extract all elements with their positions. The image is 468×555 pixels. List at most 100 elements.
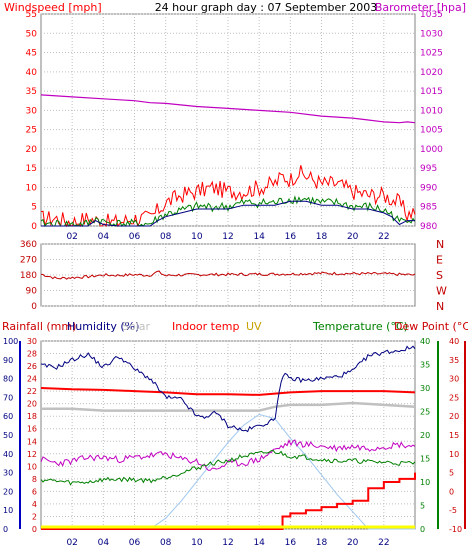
wind-tick-label: 45 — [26, 49, 37, 59]
climate-x-tick-label: 14 — [253, 538, 265, 548]
baro-tick-label: 980 — [420, 222, 437, 232]
wind-x-tick-label: 02 — [66, 232, 77, 242]
rain-tick-label: 0 — [32, 525, 37, 534]
baro-tick-label: 1010 — [420, 106, 443, 116]
rain-tick-label: 14 — [27, 437, 37, 446]
wind-x-tick-label: 22 — [378, 232, 389, 242]
temp-tick-label: 30 — [420, 384, 430, 393]
wind-x-tick-label: 20 — [347, 232, 359, 242]
dewpoint-tick-label: 30 — [449, 375, 459, 384]
dewpoint-tick-label: 0 — [449, 487, 454, 496]
dewpoint-tick-label: 35 — [449, 356, 459, 365]
climate-x-tick-label: 02 — [66, 538, 77, 548]
legend-humidity: Humidity (%) — [67, 320, 139, 333]
temp-tick-label: 5 — [420, 502, 425, 511]
wind-tick-label: 35 — [26, 87, 37, 97]
baro-tick-label: 1020 — [420, 68, 443, 78]
windspeed-average-line — [40, 195, 416, 228]
wind-x-tick-label: 14 — [253, 232, 265, 242]
humidity-tick-label: 100 — [3, 337, 18, 346]
temperature-line — [40, 449, 416, 486]
wind-tick-label: 50 — [26, 29, 38, 39]
rain-tick-label: 4 — [32, 500, 37, 509]
dewpoint-tick-label: -5 — [449, 506, 457, 515]
rain-tick-label: 16 — [27, 425, 37, 434]
humidity-tick-label: 20 — [3, 487, 13, 496]
compass-label: W — [436, 285, 447, 298]
grid-lines — [41, 13, 415, 530]
baro-tick-label: 1015 — [420, 87, 443, 97]
temp-tick-label: 0 — [420, 525, 425, 534]
dewpoint-tick-label: 25 — [449, 393, 459, 402]
rain-tick-label: 24 — [27, 375, 37, 384]
climate-x-tick-label: 10 — [191, 538, 203, 548]
rain-tick-label: 22 — [27, 387, 37, 396]
climate-x-tick-label: 18 — [316, 538, 328, 548]
wind-tick-label: 0 — [31, 222, 37, 232]
wind-x-tick-label: 06 — [129, 232, 141, 242]
wind-tick-label: 10 — [26, 183, 38, 193]
wind-direction-line — [40, 270, 416, 280]
dewpoint-tick-label: 40 — [449, 337, 459, 346]
legend-solar: Solar — [122, 320, 151, 333]
dewpoint-tick-label: 15 — [449, 431, 459, 440]
uv-line — [41, 413, 415, 530]
humidity-tick-label: 70 — [3, 393, 13, 402]
rain-tick-label: 28 — [27, 350, 37, 359]
wind-tick-label: 25 — [26, 126, 37, 136]
temp-tick-label: 20 — [420, 431, 430, 440]
humidity-tick-label: 80 — [3, 375, 13, 384]
axis-labels: 0510152025303540455055980985990995100010… — [3, 10, 466, 548]
dewpoint-tick-label: 5 — [449, 469, 454, 478]
climate-legend: Rainfall (mm) Humidity (%) Solar Indoor … — [2, 320, 468, 333]
humidity-tick-label: 90 — [3, 356, 13, 365]
temp-tick-label: 10 — [420, 478, 430, 487]
humidity-tick-label: 30 — [3, 469, 13, 478]
rain-tick-label: 12 — [27, 450, 37, 459]
direction-tick-label: 90 — [26, 287, 38, 297]
rain-tick-label: 2 — [32, 512, 37, 521]
compass-label: E — [436, 254, 443, 267]
rainfall-step-line — [41, 472, 416, 530]
wind-tick-label: 15 — [26, 164, 37, 174]
direction-tick-label: 360 — [20, 240, 37, 250]
legend-dew-point: Dew Point (°C) — [394, 320, 468, 333]
wind-x-tick-label: 08 — [160, 232, 172, 242]
chart-title: 24 hour graph day : 07 September 2003 — [155, 1, 378, 14]
barometer-axis-title: Barometer [hpa] — [375, 1, 466, 14]
wind-x-tick-label: 18 — [316, 232, 328, 242]
humidity-tick-label: 50 — [3, 431, 13, 440]
legend-temperature: Temperature (°C) — [312, 320, 408, 333]
barometer-line — [40, 94, 416, 124]
temp-tick-label: 25 — [420, 408, 430, 417]
direction-tick-label: 180 — [20, 271, 37, 281]
wind-x-tick-label: 04 — [98, 232, 110, 242]
rain-tick-label: 6 — [32, 487, 37, 496]
indoor-temp-line — [40, 387, 416, 396]
baro-tick-label: 990 — [420, 183, 437, 193]
climate-x-tick-label: 22 — [378, 538, 389, 548]
compass-label: S — [436, 269, 443, 282]
climate-x-tick-label: 20 — [347, 538, 359, 548]
baro-tick-label: 1025 — [420, 49, 443, 59]
wind-tick-label: 5 — [31, 203, 37, 213]
rain-tick-label: 30 — [27, 337, 37, 346]
legend-uv: UV — [246, 320, 262, 333]
dewpoint-tick-label: 20 — [449, 412, 459, 421]
temp-tick-label: 35 — [420, 361, 430, 370]
direction-tick-label: 0 — [31, 302, 37, 312]
windspeed-base-line — [41, 200, 415, 227]
rain-tick-label: 18 — [27, 412, 37, 421]
temp-tick-label: 15 — [420, 455, 430, 464]
climate-x-tick-label: 12 — [222, 538, 233, 548]
climate-x-tick-label: 16 — [285, 538, 297, 548]
baro-tick-label: 1000 — [420, 145, 443, 155]
legend-rainfall: Rainfall (mm) — [2, 320, 76, 333]
compass-label: N — [436, 300, 444, 313]
wind-tick-label: 20 — [26, 145, 38, 155]
dewpoint-tick-label: 10 — [449, 450, 459, 459]
rain-tick-label: 20 — [27, 400, 37, 409]
rain-tick-label: 10 — [27, 462, 37, 471]
